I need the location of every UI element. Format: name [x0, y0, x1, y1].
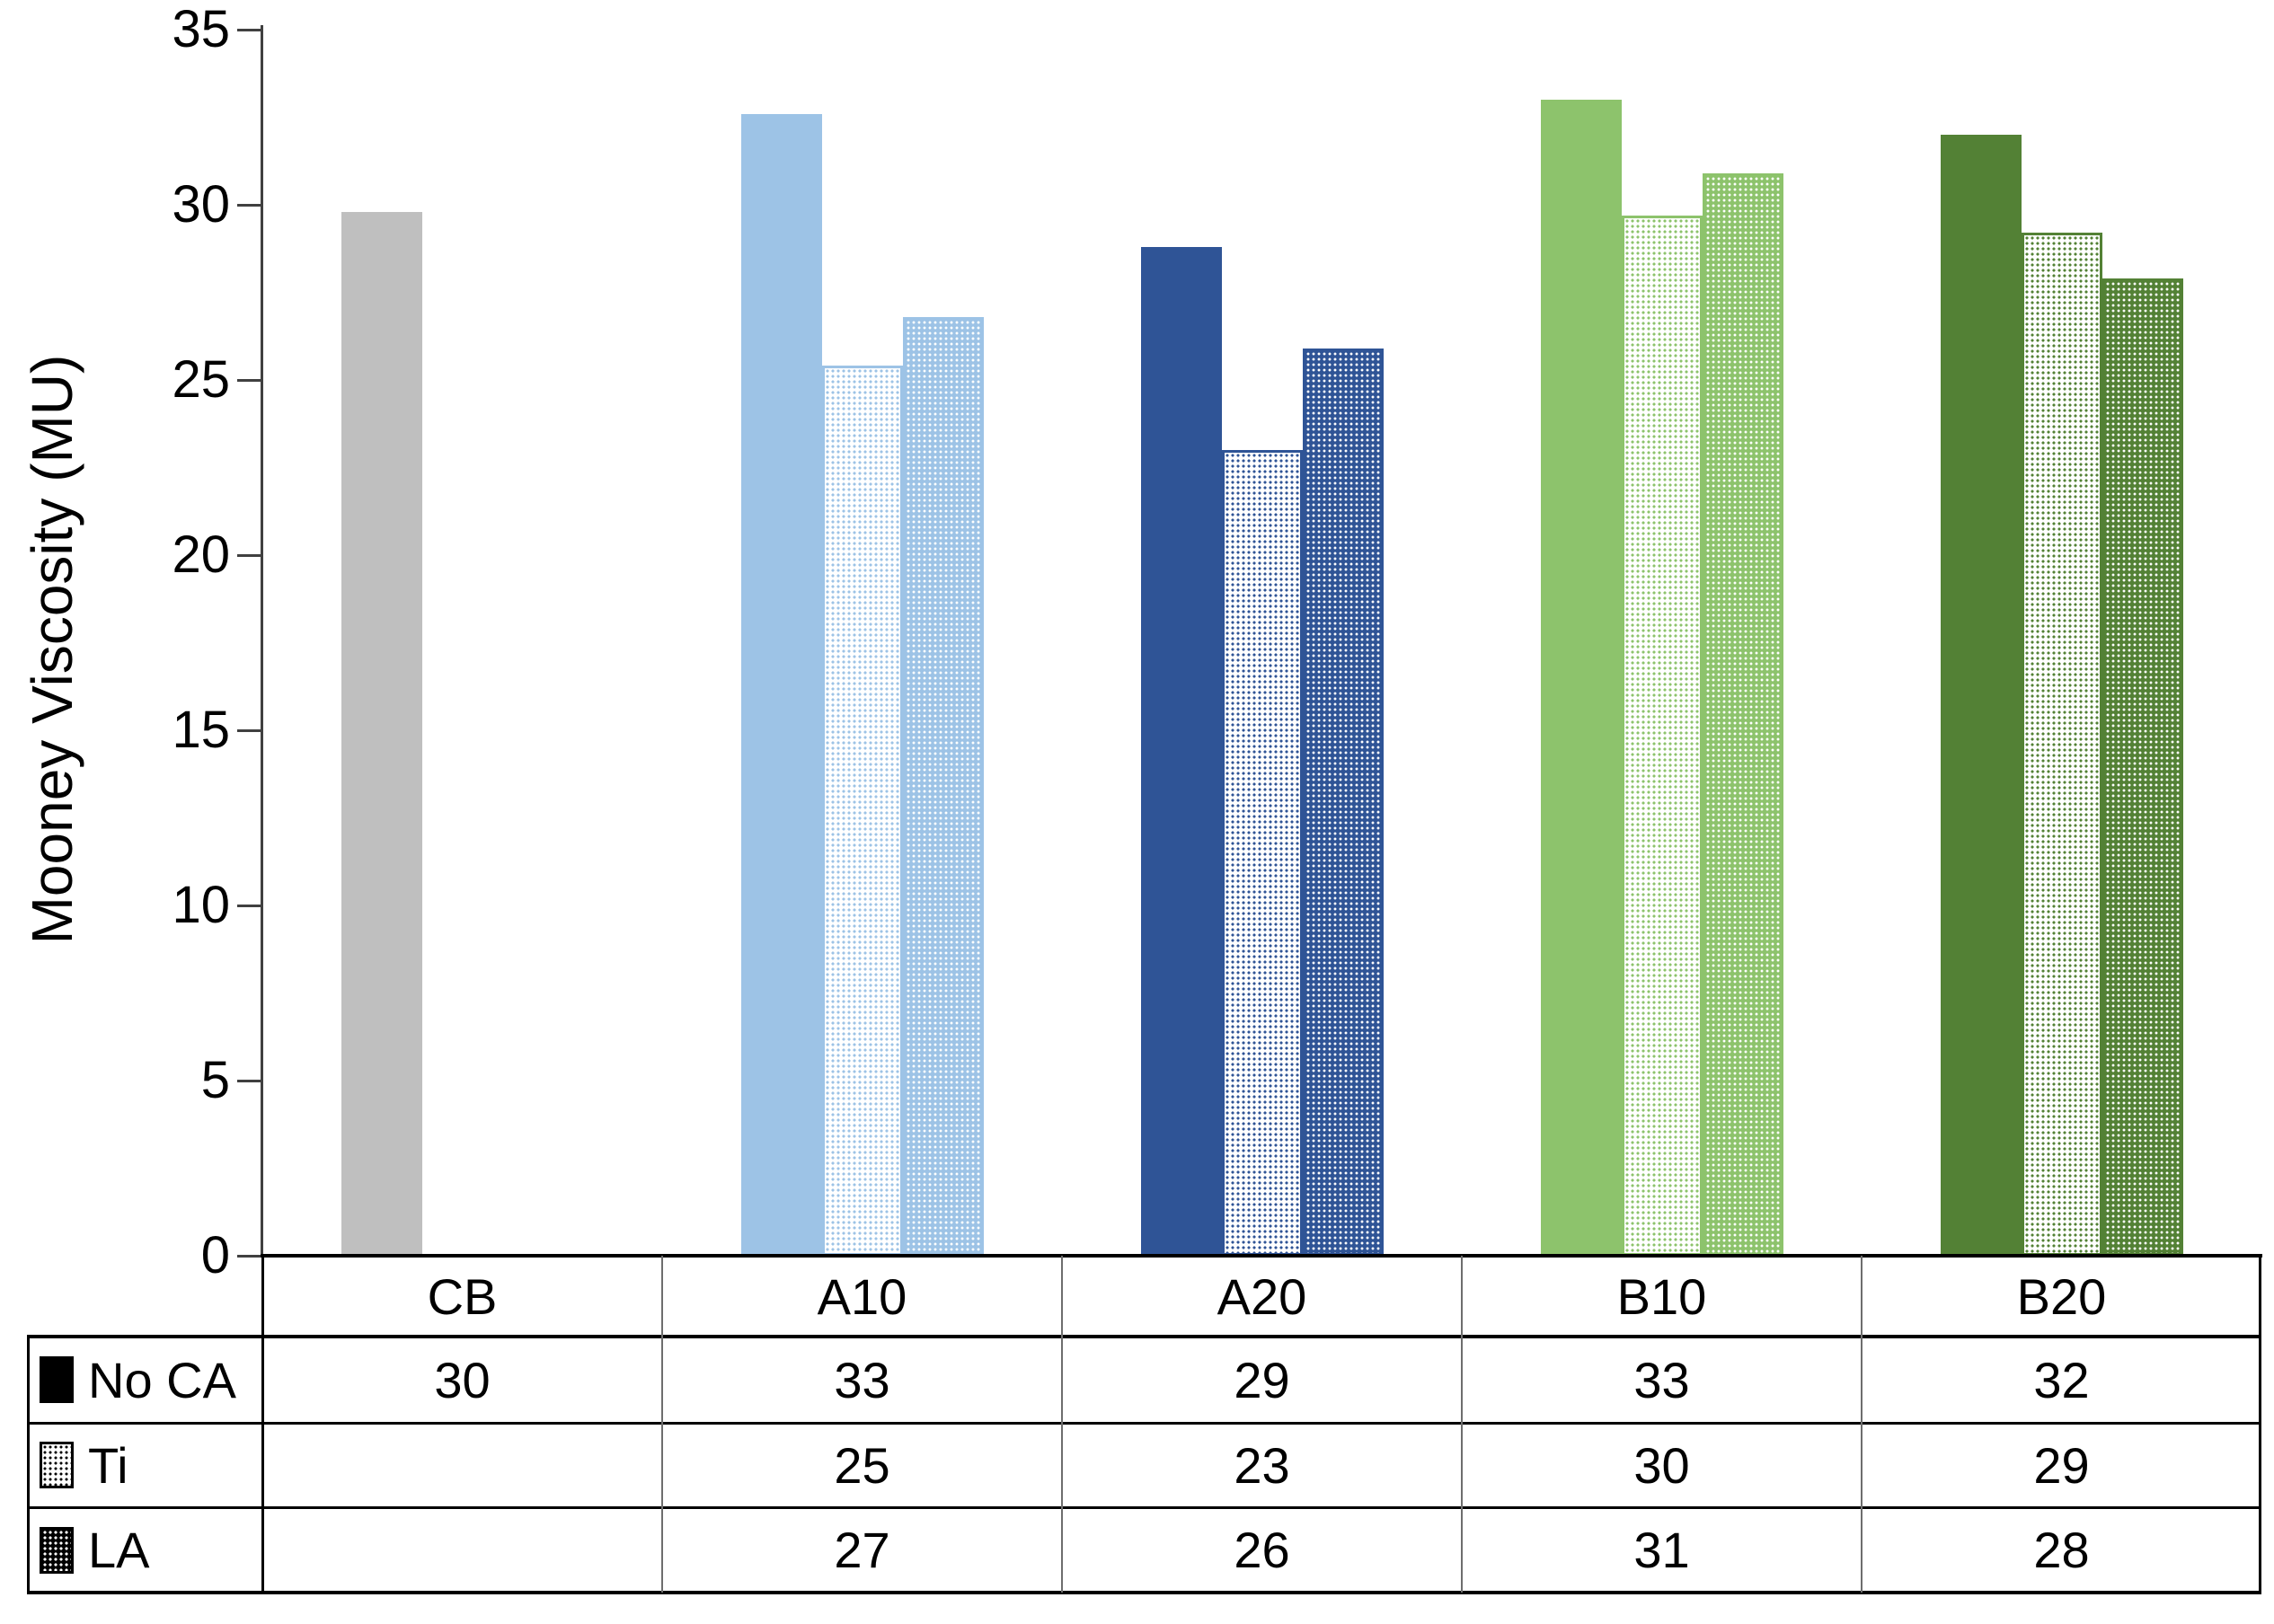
table-value-cell: 23	[1234, 1436, 1290, 1494]
x-axis-line	[261, 1254, 2262, 1258]
table-column-line	[661, 1256, 663, 1593]
table-value-cell: 27	[834, 1522, 890, 1578]
table-value-cell: 29	[2033, 1436, 2090, 1494]
legend-swatch-dots	[40, 1442, 74, 1488]
bar-B10-la	[1702, 172, 1783, 1256]
table-column-line	[1061, 1256, 1063, 1593]
table-value-cell: 30	[1633, 1436, 1690, 1494]
legend-swatch-dense	[40, 1526, 74, 1574]
table-right-border	[2258, 1256, 2261, 1594]
bar-B20-ti	[2021, 233, 2102, 1256]
y-tick-label: 15	[172, 701, 230, 759]
legend-label: LA	[88, 1522, 150, 1578]
y-tick-label: 25	[172, 350, 230, 409]
y-tick-mark	[237, 728, 261, 732]
legend-swatch-solid	[40, 1356, 74, 1403]
y-tick-label: 5	[200, 1051, 230, 1109]
y-tick-label: 30	[172, 175, 230, 234]
table-header-cell: B20	[2016, 1267, 2107, 1325]
y-axis-title: Mooney Viscosity (MU)	[20, 354, 84, 945]
table-header-cell: A10	[817, 1267, 907, 1325]
table-bottom-border	[27, 1591, 2261, 1594]
table-value-cell: 28	[2033, 1522, 2090, 1578]
bar-A10-la	[902, 316, 984, 1256]
table-header-cell: A20	[1217, 1267, 1307, 1325]
bar-A10-ti	[821, 366, 903, 1256]
bar-A20-ti	[1221, 450, 1303, 1256]
y-tick-mark	[237, 28, 261, 31]
table-value-cell: 32	[2033, 1351, 2090, 1408]
table-value-cell: 29	[1234, 1351, 1290, 1408]
y-tick-label: 20	[172, 525, 230, 584]
y-tick-mark	[237, 1079, 261, 1082]
table-value-cell: 33	[1633, 1351, 1690, 1408]
table-column-line	[1461, 1256, 1463, 1593]
table-value-cell: 31	[1633, 1522, 1690, 1578]
legend-cell-la: LA	[27, 1507, 262, 1593]
y-tick-mark	[237, 1254, 261, 1258]
table-left-border	[26, 1337, 30, 1594]
y-tick-mark	[237, 904, 261, 907]
table-value-cell: 25	[834, 1436, 890, 1494]
y-axis-line	[261, 25, 263, 1258]
y-tick-label: 35	[172, 0, 230, 58]
table-value-cell	[262, 1507, 662, 1593]
table-value-cell	[262, 1423, 662, 1507]
legend-label: Ti	[88, 1436, 128, 1494]
table-column-line	[1861, 1256, 1863, 1593]
table-column-line	[261, 1256, 264, 1594]
table-header-cell: CB	[427, 1267, 498, 1325]
table-header-cell: B10	[1616, 1267, 1707, 1325]
legend-cell-no-ca: No CA	[27, 1337, 262, 1423]
table-value-cell: 26	[1234, 1522, 1290, 1578]
bar-B20-la	[2101, 278, 2183, 1256]
y-tick-mark	[237, 203, 261, 207]
bar-A20-no-ca	[1140, 246, 1222, 1256]
bar-CB-no-ca	[341, 211, 422, 1256]
table-row-line	[27, 1421, 2261, 1425]
y-tick-label: 10	[172, 876, 230, 934]
y-tick-mark	[237, 553, 261, 557]
table-row-line	[27, 1335, 2261, 1338]
y-tick-mark	[237, 378, 261, 382]
bar-B20-no-ca	[1940, 135, 2022, 1256]
table-value-cell: 33	[834, 1351, 890, 1408]
legend-label: No CA	[88, 1351, 236, 1408]
legend-cell-ti: Ti	[27, 1423, 262, 1507]
bar-B10-ti	[1621, 215, 1703, 1256]
table-row-line	[27, 1505, 2261, 1509]
bar-A20-la	[1302, 348, 1384, 1256]
table-value-cell: 30	[434, 1351, 491, 1408]
bar-A10-no-ca	[740, 113, 822, 1256]
y-tick-label: 0	[200, 1226, 230, 1284]
bar-B10-no-ca	[1540, 100, 1622, 1256]
